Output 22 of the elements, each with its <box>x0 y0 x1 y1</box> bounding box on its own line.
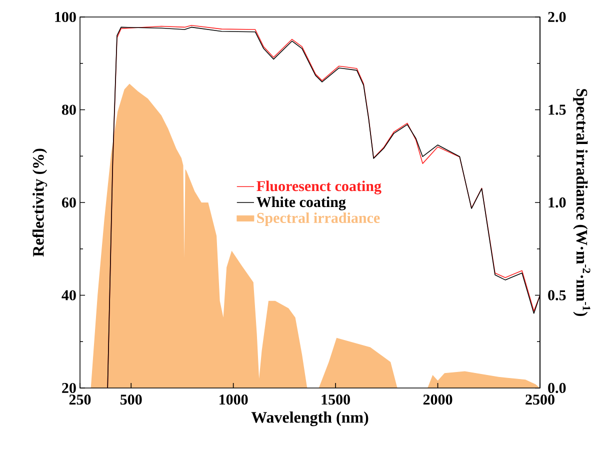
y2-tick-label: 1.0 <box>548 197 566 208</box>
y-axis-title: Reflectivity (%) <box>32 148 48 257</box>
y-tick-label: 20 <box>62 382 76 394</box>
x-axis-title: Wavelength (nm) <box>251 412 368 426</box>
y2-tick-label: 0.5 <box>548 290 566 300</box>
x-tick-label: 1500 <box>322 394 350 405</box>
y2-tick-label: 0.0 <box>548 382 566 394</box>
x-tick-label: 1000 <box>220 394 248 405</box>
x-tick-label: 2500 <box>526 394 554 405</box>
legend-label: White coating <box>256 196 346 210</box>
x-tick-label: 2000 <box>423 394 452 405</box>
y-tick-label: 40 <box>62 290 76 300</box>
y2-tick-label: 1.5 <box>548 104 566 115</box>
x-tick-label: 250 <box>69 394 91 405</box>
y2-axis-title: Spectral irradiance (W·m$^{-2}$·nm$^{-1}$) <box>573 89 590 316</box>
y-tick-label: 100 <box>55 12 76 22</box>
y-tick-label: 80 <box>62 104 76 115</box>
y2-tick-label: 2.0 <box>548 12 566 22</box>
legend-label: Spectral irradiance <box>257 212 380 226</box>
legend-label: Fluoresenct coating <box>256 180 382 194</box>
y-tick-label: 60 <box>62 197 76 208</box>
x-tick-label: 500 <box>120 394 142 405</box>
